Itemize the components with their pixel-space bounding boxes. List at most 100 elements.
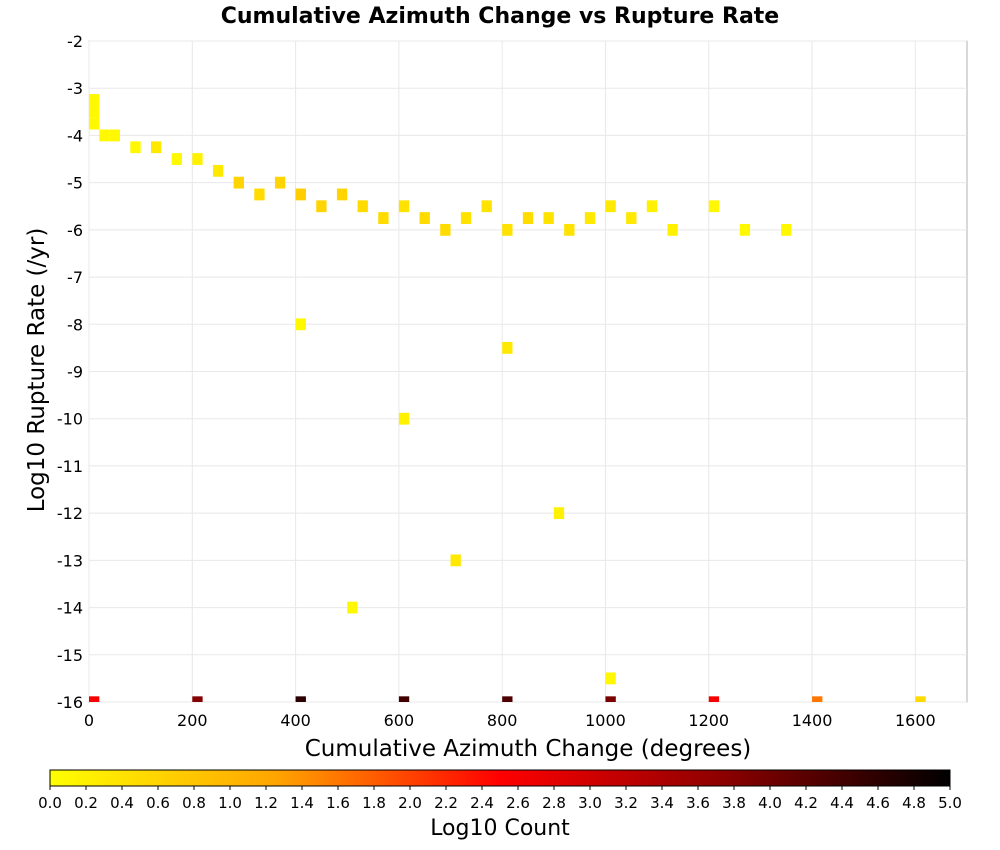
heatmap-cell <box>398 412 410 425</box>
y-tick-label: -2 <box>67 32 83 51</box>
y-tick-label: -4 <box>67 126 83 145</box>
heatmap-cell <box>440 223 451 236</box>
colorbar-tick-label: 2.2 <box>434 794 458 812</box>
heatmap-cell <box>398 200 410 213</box>
colorbar-tick-label: 2.4 <box>470 794 494 812</box>
x-tick-label: 1400 <box>792 711 833 730</box>
colorbar-tick-label: 0.0 <box>38 794 62 812</box>
heatmap-cell <box>347 601 358 614</box>
colorbar-tick-label: 3.4 <box>650 794 674 812</box>
colorbar-gradient <box>49 769 951 787</box>
heatmap-cell <box>254 188 265 201</box>
heatmap-cell <box>233 176 244 189</box>
heatmap-cell <box>708 696 720 702</box>
y-tick-label: -8 <box>67 315 83 334</box>
colorbar: 0.0 0.2 0.4 0.6 0.8 1.0 1.2 1.4 1.6 1.8 2.0 2.2 2.4 2… <box>38 769 962 841</box>
colorbar-tick-label: 3.0 <box>578 794 602 812</box>
colorbar-tick-label: 3.6 <box>686 794 710 812</box>
heatmap-cell <box>89 117 100 130</box>
heatmap-cell <box>502 341 513 354</box>
y-tick-label: -14 <box>57 599 83 618</box>
colorbar-tick-label: 0.6 <box>146 794 170 812</box>
y-tick-label: -15 <box>57 646 83 665</box>
y-tick-label: -7 <box>67 268 83 287</box>
heatmap-cell <box>192 696 203 702</box>
colorbar-tick-label: 4.4 <box>830 794 854 812</box>
heatmap-cell <box>171 153 182 165</box>
heatmap-cell <box>522 212 534 224</box>
heatmap-cell <box>130 141 141 154</box>
heatmap-cell <box>150 141 162 154</box>
y-tick-label: -11 <box>57 457 83 476</box>
colorbar-label: Log10 Count <box>430 816 570 841</box>
heatmap-cell <box>295 318 306 331</box>
heatmap-cell <box>212 164 224 177</box>
heatmap-cell <box>378 212 389 224</box>
heatmap-cell <box>481 200 492 213</box>
colorbar-tick-label: 0.4 <box>110 794 134 812</box>
x-tick-label: 200 <box>177 711 208 730</box>
heatmap-cell <box>316 200 327 213</box>
colorbar-tick-label: 1.0 <box>218 794 242 812</box>
x-tick-label: 600 <box>384 711 415 730</box>
heatmap-cell <box>739 223 751 236</box>
heatmap-cell <box>109 129 120 142</box>
heatmap-cell <box>646 200 658 213</box>
heatmap-cell <box>502 696 513 702</box>
y-tick-label: -10 <box>57 410 83 429</box>
x-tick-label: 0 <box>84 711 94 730</box>
y-tick-label: -12 <box>57 504 83 523</box>
y-tick-label: -3 <box>67 79 83 98</box>
heatmap-cell <box>336 188 348 201</box>
heatmap-cell <box>89 696 100 702</box>
heatmap-cells <box>89 94 926 702</box>
colorbar-tick-label: 1.4 <box>290 794 314 812</box>
colorbar-tick-label: 1.6 <box>326 794 350 812</box>
heatmap-cell <box>915 696 926 702</box>
axis-ticks: 0 200 400 600 800 1000 1200 1400 1600 -2 -3 -4 -5 -6 -… <box>57 32 936 730</box>
colorbar-tick-label: 4.0 <box>758 794 782 812</box>
y-tick-label: -9 <box>67 363 83 382</box>
colorbar-tick-label: 4.6 <box>866 794 890 812</box>
colorbar-tick-label: 3.8 <box>722 794 746 812</box>
x-tick-label: 400 <box>280 711 311 730</box>
colorbar-tick-label: 0.8 <box>182 794 206 812</box>
heatmap-cell <box>781 223 792 236</box>
heatmap-cell <box>584 212 596 224</box>
heatmap-cell <box>626 212 637 224</box>
colorbar-tick-label: 2.6 <box>506 794 530 812</box>
colorbar-tick-label: 2.8 <box>542 794 566 812</box>
colorbar-tick-label: 4.2 <box>794 794 818 812</box>
heatmap-cell <box>543 212 554 224</box>
y-tick-label: -5 <box>67 174 83 193</box>
colorbar-tick-label: 0.2 <box>74 794 98 812</box>
colorbar-tick-label: 1.8 <box>362 794 386 812</box>
colorbar-tick-label: 5.0 <box>938 794 962 812</box>
chart-title: Cumulative Azimuth Change vs Rupture Rat… <box>221 4 779 29</box>
heatmap-cell <box>553 507 565 520</box>
heatmap-cell <box>502 223 513 236</box>
y-tick-label: -16 <box>57 693 83 712</box>
heatmap-cell <box>667 223 678 236</box>
heatmap-cell <box>295 696 306 702</box>
x-tick-label: 1000 <box>585 711 626 730</box>
heatmap-cell <box>295 188 306 201</box>
heatmap-cell <box>460 212 472 224</box>
x-tick-label: 1600 <box>895 711 936 730</box>
heatmap-cell <box>89 105 100 118</box>
heatmap-cell <box>357 200 368 213</box>
x-axis-label: Cumulative Azimuth Change (degrees) <box>305 736 752 762</box>
colorbar-ticks: 0.0 0.2 0.4 0.6 0.8 1.0 1.2 1.4 1.6 1.8 2.0 2.2 2.4 2… <box>38 786 962 812</box>
heatmap-cell <box>274 176 286 189</box>
heatmap-cell <box>564 223 575 236</box>
y-tick-label: -6 <box>67 221 83 240</box>
y-axis-label: Log10 Rupture Rate (/yr) <box>24 228 50 513</box>
y-tick-label: -13 <box>57 551 83 570</box>
colorbar-tick-label: 1.2 <box>254 794 278 812</box>
heatmap-cell <box>398 696 410 702</box>
colorbar-tick-label: 3.2 <box>614 794 638 812</box>
colorbar-tick-label: 2.0 <box>398 794 422 812</box>
heatmap-cell <box>450 554 461 567</box>
plot-area: 0 200 400 600 800 1000 1200 1400 1600 -2 -3 -4 -5 -6 -… <box>57 32 968 730</box>
